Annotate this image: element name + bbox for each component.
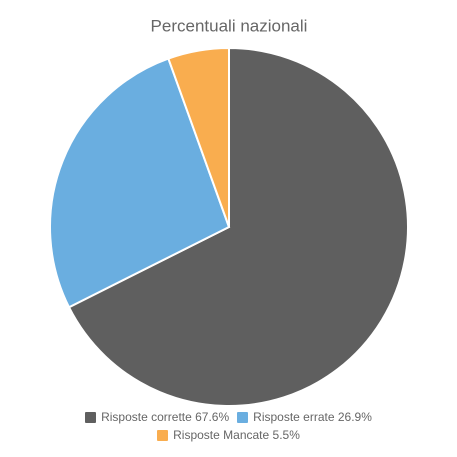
- pie-slice: [167, 46, 230, 228]
- legend-value: 26.9%: [337, 410, 372, 424]
- legend-value: 5.5%: [272, 428, 300, 442]
- pie-slice: [67, 46, 409, 407]
- legend-swatch: [85, 411, 97, 423]
- pie-slice: [49, 57, 231, 309]
- legend-value: 67.6%: [195, 410, 230, 424]
- legend-category: Risposte errate: [253, 410, 335, 424]
- legend: Risposte corrette 67.6% Risposte errate 2…: [60, 410, 397, 442]
- legend-category: Risposte Mancate: [173, 428, 270, 442]
- legend-category: Risposte corrette: [101, 410, 192, 424]
- legend-item: Risposte corrette 67.6%: [85, 410, 229, 424]
- legend-label: Risposte Mancate 5.5%: [173, 428, 300, 442]
- legend-label: Risposte errate 26.9%: [253, 410, 372, 424]
- legend-item: Risposte Mancate 5.5%: [157, 428, 300, 442]
- legend-item: Risposte errate 26.9%: [237, 410, 372, 424]
- legend-swatch: [157, 429, 169, 441]
- legend-swatch: [237, 411, 249, 423]
- chart-title: Percentuali nazionali: [151, 16, 308, 35]
- legend-label: Risposte corrette 67.6%: [101, 410, 229, 424]
